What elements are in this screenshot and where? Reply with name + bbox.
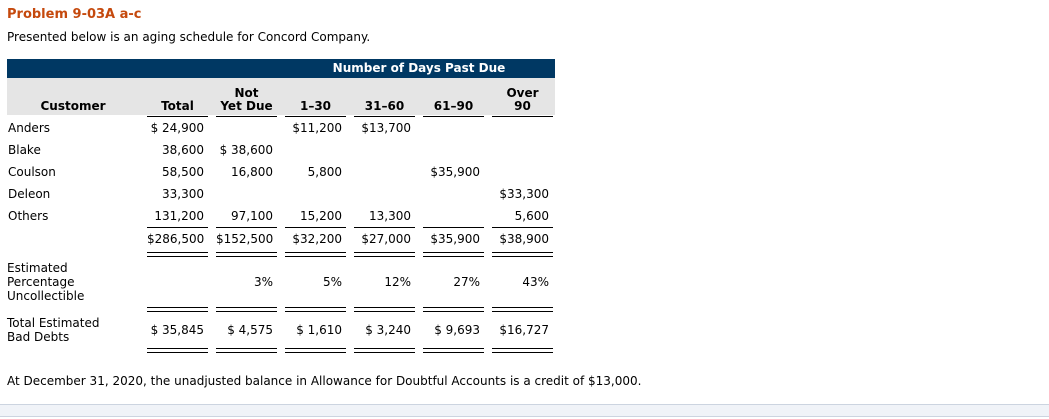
- double-rule: [423, 348, 484, 353]
- customer-name: Others: [8, 209, 49, 223]
- amount-31-60: $13,700: [361, 121, 411, 135]
- column-header-61-90: 61–90: [433, 99, 474, 113]
- double-rule-row: [7, 307, 555, 312]
- total-total: $286,500: [147, 227, 208, 250]
- double-rule-row: [7, 348, 555, 353]
- collapsed-panel-bar: [0, 404, 1049, 417]
- bad-debts-1-30: $ 1,610: [296, 323, 342, 337]
- double-rule: [285, 252, 346, 257]
- double-rule: [216, 307, 277, 312]
- double-rule: [147, 252, 208, 257]
- amount-not-yet-due: $ 38,600: [219, 143, 273, 157]
- total-not-yet-due: $152,500: [216, 227, 277, 250]
- amount-61-90: $35,900: [430, 165, 480, 179]
- double-rule: [354, 252, 415, 257]
- customer-name: Anders: [8, 121, 50, 135]
- table-row-coulson: Coulson 58,500 16,800 5,800 $35,900: [7, 161, 555, 183]
- amount-over-90: $33,300: [499, 187, 549, 201]
- amount-total: 38,600: [162, 143, 204, 157]
- total-1-30: $32,200: [285, 227, 346, 250]
- amount-over-90: 5,600: [514, 209, 549, 223]
- column-header-1-30: 1–30: [299, 99, 332, 113]
- pct-not-yet-due: 3%: [253, 275, 273, 289]
- double-rule: [492, 307, 553, 312]
- table-row-deleon: Deleon 33,300 $33,300: [7, 183, 555, 205]
- bad-debts-over-90: $16,727: [499, 323, 549, 337]
- column-totals-row: $286,500 $152,500 $32,200 $27,000 $35,90…: [7, 227, 555, 250]
- double-rule: [216, 348, 277, 353]
- days-past-due-banner: Number of Days Past Due: [332, 61, 506, 75]
- total-31-60: $27,000: [354, 227, 415, 250]
- bad-debts-not-yet-due: $ 4,575: [227, 323, 273, 337]
- amount-total: 131,200: [154, 209, 204, 223]
- amount-not-yet-due: 16,800: [231, 165, 273, 179]
- page-title: Problem 9-03A a-c: [7, 7, 142, 22]
- bad-debts-31-60: $ 3,240: [365, 323, 411, 337]
- header-underline: [216, 116, 277, 117]
- pct-1-30: 5%: [322, 275, 342, 289]
- double-rule: [216, 252, 277, 257]
- footnote-text: At December 31, 2020, the unadjusted bal…: [7, 374, 642, 388]
- double-rule: [423, 252, 484, 257]
- column-header-31-60: 31–60: [364, 99, 405, 113]
- amount-not-yet-due: 97,100: [231, 209, 273, 223]
- header-underline: [492, 116, 553, 117]
- double-rule: [423, 307, 484, 312]
- pct-uncollectible-row: Estimated Percentage Uncollectible 3% 5%…: [7, 259, 555, 305]
- amount-31-60: 13,300: [369, 209, 411, 223]
- header-underline: [147, 116, 208, 117]
- double-rule: [492, 348, 553, 353]
- total-over-90: $38,900: [492, 227, 553, 250]
- table-banner-row: Number of Days Past Due: [7, 59, 555, 78]
- amount-1-30: 5,800: [307, 165, 342, 179]
- column-header-not-yet-due: Not Yet Due: [220, 86, 273, 113]
- double-rule: [354, 307, 415, 312]
- pct-31-60: 12%: [384, 275, 411, 289]
- column-header-row: Customer Total Not Yet Due 1–30 31–60 61…: [7, 78, 555, 115]
- double-rule: [285, 307, 346, 312]
- amount-total: $ 24,900: [150, 121, 204, 135]
- pct-61-90: 27%: [453, 275, 480, 289]
- column-header-customer: Customer: [40, 99, 106, 113]
- amount-total: 33,300: [162, 187, 204, 201]
- pct-over-90: 43%: [522, 275, 549, 289]
- double-rule: [147, 307, 208, 312]
- table-row-anders: Anders $ 24,900 $11,200 $13,700: [7, 117, 555, 139]
- table-row-blake: Blake 38,600 $ 38,600: [7, 139, 555, 161]
- double-rule-row: [7, 252, 555, 257]
- bad-debts-label: Total Estimated Bad Debts: [7, 316, 100, 344]
- header-underline: [354, 116, 415, 117]
- bad-debts-total: $ 35,845: [150, 323, 204, 337]
- total-61-90: $35,900: [423, 227, 484, 250]
- double-rule: [147, 348, 208, 353]
- pct-uncollectible-label: Estimated Percentage Uncollectible: [7, 261, 85, 303]
- double-rule: [492, 252, 553, 257]
- table-row-others: Others 131,200 97,100 15,200 13,300 5,60…: [7, 205, 555, 227]
- customer-name: Coulson: [8, 165, 56, 179]
- header-underline: [285, 116, 346, 117]
- double-rule: [285, 348, 346, 353]
- customer-name: Blake: [8, 143, 41, 157]
- header-underline: [423, 116, 484, 117]
- column-header-total: Total: [161, 99, 194, 113]
- intro-text: Presented below is an aging schedule for…: [7, 30, 371, 44]
- double-rule: [354, 348, 415, 353]
- header-underline-row: [7, 116, 555, 117]
- amount-total: 58,500: [162, 165, 204, 179]
- amount-1-30: 15,200: [300, 209, 342, 223]
- column-header-over-90: Over 90: [506, 86, 539, 113]
- customer-name: Deleon: [8, 187, 51, 201]
- bad-debts-row: Total Estimated Bad Debts $ 35,845 $ 4,5…: [7, 314, 555, 346]
- bad-debts-61-90: $ 9,693: [434, 323, 480, 337]
- aging-schedule-table: Number of Days Past Due Customer Total N…: [7, 59, 555, 353]
- amount-1-30: $11,200: [292, 121, 342, 135]
